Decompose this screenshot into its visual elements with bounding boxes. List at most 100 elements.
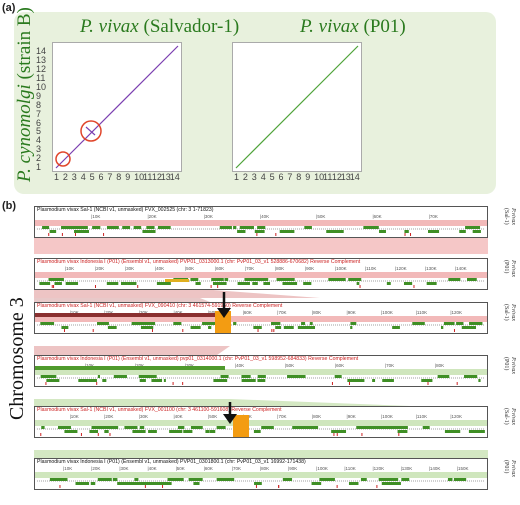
gene-block (61, 326, 69, 329)
x-tick-label: 14 (349, 172, 360, 182)
gene-block (464, 375, 478, 378)
gene-block (252, 282, 258, 285)
gene-block (169, 430, 183, 433)
gene-block (285, 230, 295, 233)
x-tick-label: 3 (71, 172, 77, 182)
kb-tick: |70K (277, 414, 287, 419)
genome-track-2: Plasmodium vivax Indonesia I (P01) (Ense… (34, 258, 488, 290)
gene-block (257, 379, 266, 382)
kb-tick: |120K (450, 414, 463, 419)
gene-block (330, 278, 340, 281)
gene-features (37, 226, 485, 236)
kb-tick: |30K (119, 466, 129, 471)
gene-block (74, 230, 90, 233)
y-tick-label: 8 (36, 99, 42, 110)
track-header: Plasmodium vivax Sal-1 (NCBI v1, unmaske… (37, 207, 214, 213)
aligned-segment (35, 366, 225, 370)
kb-tick: |50K (316, 214, 326, 219)
gene-block (54, 282, 62, 285)
x-tick-label: 12 (331, 172, 342, 182)
gene-block (465, 226, 481, 229)
kb-tick: |50K (208, 310, 218, 315)
gene-block (233, 226, 237, 229)
kb-tick: |100K (381, 310, 393, 315)
x-tick-label: 5 (269, 172, 275, 182)
gene-block (103, 426, 119, 429)
gene-block (456, 322, 464, 325)
feature-marker (331, 382, 333, 385)
gene-block (40, 322, 55, 325)
feature-marker (278, 485, 280, 488)
gene-block (195, 282, 201, 285)
kb-tick: |100K (381, 414, 393, 419)
feature-marker (151, 329, 153, 332)
feature-marker (398, 433, 400, 436)
feature-marker (361, 433, 363, 436)
gene-block (311, 326, 316, 329)
gene-block (205, 322, 221, 325)
gene-block (112, 478, 118, 481)
gene-block (367, 226, 379, 229)
gene-block (253, 326, 262, 329)
kb-tick: |60K (215, 266, 225, 271)
gene-block (220, 226, 232, 229)
gene-block (445, 322, 455, 325)
gene-block (57, 426, 72, 429)
feature-marker (96, 382, 98, 385)
x-tick-label: 5 (89, 172, 95, 182)
gene-block (453, 478, 467, 481)
kb-tick: |10K (63, 466, 73, 471)
gene-block (391, 426, 401, 429)
alignment-band (35, 220, 487, 226)
feature-marker (61, 233, 63, 236)
kb-tick: |120K (395, 266, 407, 271)
kb-tick: |10K (69, 414, 79, 419)
x-tick-label: 2 (242, 172, 248, 182)
gene-features (37, 415, 485, 437)
kb-tick: |80K (275, 266, 285, 271)
x-tick-label: 8 (296, 172, 302, 182)
gene-block (433, 230, 440, 233)
gene-block (257, 375, 266, 378)
gene-block (150, 482, 160, 485)
kb-tick: |20K (104, 414, 114, 419)
gene-block (41, 426, 45, 429)
gene-block (254, 482, 262, 485)
gene-block (208, 326, 212, 329)
gene-block (298, 375, 306, 378)
kb-tick: |50K (185, 266, 195, 271)
highlight-circle-1 (55, 151, 71, 167)
kb-tick: |50K (285, 363, 295, 368)
feature-marker (336, 485, 338, 488)
arrow-1-head (217, 308, 231, 318)
alignment-band (35, 272, 487, 278)
gene-block (378, 426, 394, 429)
feature-marker (59, 485, 61, 488)
kb-tick: |90K (346, 414, 356, 419)
gene-block (307, 326, 314, 329)
gene-features (37, 478, 485, 488)
feature-marker (336, 433, 338, 436)
kb-tick: |150K (456, 466, 469, 471)
kb-tick: |10K (91, 214, 101, 219)
feature-marker (162, 485, 164, 488)
gene-block (237, 230, 246, 233)
gene-block (39, 282, 51, 285)
gene-block (412, 322, 425, 325)
kb-tick: |100K (335, 266, 347, 271)
band-1 (34, 238, 488, 254)
gene-block (120, 282, 128, 285)
x-tick-label: 9 (125, 172, 131, 182)
gene-block (81, 482, 88, 485)
gene-block (49, 478, 57, 481)
kb-tick: |20K (95, 266, 105, 271)
kb-tick: |40K (173, 310, 183, 315)
feature-marker (182, 329, 184, 332)
genome-track-6: Plasmodium vivax Indonesia I (P01) (Ense… (34, 458, 488, 490)
kb-tick: |10K (69, 310, 79, 315)
feature-marker (453, 329, 455, 332)
kb-tick: |90K (288, 466, 298, 471)
gene-block (158, 482, 169, 485)
gene-block (469, 322, 483, 325)
y-tick-label: 11 (36, 73, 46, 83)
